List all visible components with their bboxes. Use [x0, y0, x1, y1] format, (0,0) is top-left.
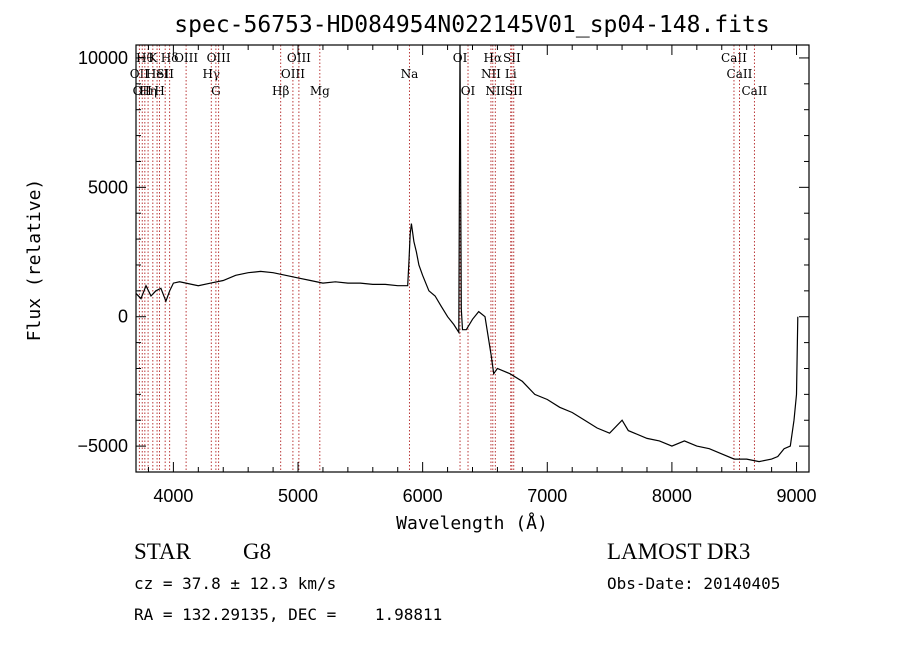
spectral-line-label-20: NII [481, 67, 501, 81]
spectral-line-label-0: OII [130, 67, 150, 81]
x-tick-label-1: 5000 [278, 486, 318, 506]
spectral-line-label-5: HeI [146, 67, 169, 81]
spectral-line-label-9: OIII [174, 51, 198, 65]
spectral-line-label-11: G [211, 84, 221, 98]
spectral-line-label-28: CaII [741, 84, 767, 98]
y-tick-label-2: 5000 [88, 177, 128, 197]
spectral-line-label-26: CaII [721, 51, 747, 65]
x-tick-label-0: 4000 [153, 486, 193, 506]
spectral-line-label-19: OI [461, 84, 476, 98]
spectral-line-markers: OIIOIIHθHηKHeIHSIIHδOIIIHγGOIIIHβOIIIOII… [130, 45, 768, 472]
x-axis-label: Wavelength (Å) [396, 512, 548, 534]
spectral-line-label-1: OII [133, 84, 153, 98]
y-tick-label-3: 10000 [78, 48, 128, 68]
y-tick-label-0: −5000 [77, 436, 128, 456]
spectral-line-label-22: NII [485, 84, 505, 98]
spectral-line-label-6: H [154, 84, 164, 98]
object-type: STAR [134, 539, 192, 564]
spectral-line-label-15: OIII [287, 51, 311, 65]
observation-date: Obs-Date: 20140405 [607, 574, 780, 593]
x-tick-label-3: 7000 [527, 486, 567, 506]
spectrum-series-line [135, 44, 799, 463]
plot-frame [135, 44, 810, 473]
spectral-line-label-7: SII [156, 67, 174, 81]
spectral-line-label-8: Hδ [161, 51, 179, 65]
x-tick-label-5: 9000 [777, 486, 817, 506]
y-axis-label: Flux (relative) [24, 179, 45, 342]
x-tick-label-4: 8000 [652, 486, 692, 506]
spectral-line-label-4: K [148, 51, 158, 65]
spectral-line-label-25: SII [505, 84, 523, 98]
spectral-line-label-27: CaII [727, 67, 753, 81]
spectral-line-label-12: OIII [207, 51, 231, 65]
chart-title: spec-56753-HD084954N022145V01_sp04-148.f… [174, 12, 769, 38]
y-tick-label-1: 0 [118, 307, 128, 327]
spectral-line-label-17: Na [401, 67, 419, 81]
survey-name: LAMOST DR3 [607, 539, 750, 564]
spectral-line-label-23: Li [505, 67, 517, 81]
y-axis-ticks: −5000 0 5000 10000 [77, 48, 809, 473]
spectral-line-label-16: Mg [310, 84, 330, 98]
spectral-line-label-21: Hα [484, 51, 503, 65]
spectral-line-label-24: SII [503, 51, 521, 65]
spectral-line-label-10: Hγ [202, 67, 220, 81]
redshift-cz: cz = 37.8 ± 12.3 km/s [134, 574, 336, 593]
x-tick-label-2: 6000 [403, 486, 443, 506]
spectral-line-label-14: OIII [281, 67, 305, 81]
x-axis-ticks: 4000 5000 6000 7000 8000 9000 [147, 45, 817, 506]
object-subclass: G8 [243, 539, 271, 564]
ra-dec-coordinates: RA = 132.29135, DEC = 1.98811 [134, 605, 442, 624]
spectral-line-label-13: Hβ [272, 84, 289, 98]
